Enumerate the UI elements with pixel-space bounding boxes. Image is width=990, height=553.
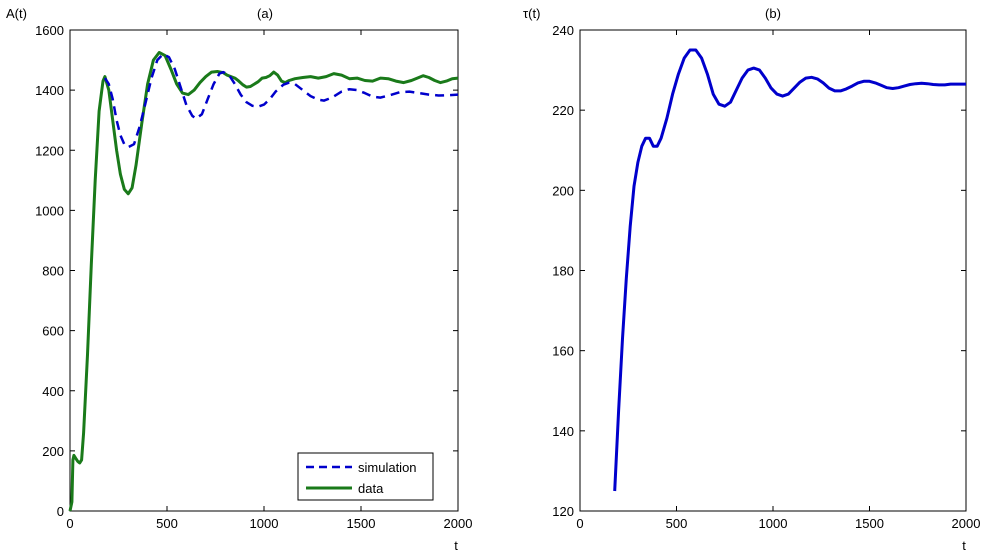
panel-b-x-ticks: 0 500 1000 1500 2000 <box>576 30 980 531</box>
y-tick-label: 0 <box>57 504 64 519</box>
x-tick-label: 2000 <box>952 516 981 531</box>
y-tick-label: 1600 <box>35 23 64 38</box>
panel-b-y-ticks: 120 140 160 180 200 220 240 <box>552 23 966 519</box>
y-tick-label: 160 <box>552 344 574 359</box>
legend-label-simulation: simulation <box>358 460 417 475</box>
y-tick-label: 600 <box>42 324 64 339</box>
panel-b-series <box>613 48 966 492</box>
legend-label-data: data <box>358 481 384 496</box>
y-tick-label: 400 <box>42 384 64 399</box>
panel-a-x-ticks: 0 500 1000 1500 2000 <box>66 30 472 531</box>
y-tick-label: 200 <box>552 183 574 198</box>
panel-a-y-ticks: 0 200 400 600 800 1000 1200 1400 1600 <box>35 23 458 519</box>
x-tick-label: 1000 <box>759 516 788 531</box>
legend-box <box>297 452 434 501</box>
panel-a: (a) A(t) t 0 200 400 600 800 1000 1200 1400 1600… <box>6 6 472 553</box>
panel-a-title: (a) <box>257 6 273 21</box>
y-tick-label: 140 <box>552 424 574 439</box>
y-tick-label: 120 <box>552 504 574 519</box>
panel-a-xlabel: t <box>454 538 458 553</box>
panel-b-ylabel: τ(t) <box>523 6 540 21</box>
panel-a-plot-area <box>69 29 459 512</box>
x-tick-label: 1000 <box>250 516 279 531</box>
y-tick-label: 220 <box>552 103 574 118</box>
panel-b-title: (b) <box>765 6 781 21</box>
x-tick-label: 1500 <box>347 516 376 531</box>
panel-a-ylabel: A(t) <box>6 6 27 21</box>
panel-b: (b) τ(t) t 120 140 160 180 200 220 240 0 500 100… <box>523 6 980 553</box>
y-tick-label: 240 <box>552 23 574 38</box>
x-tick-label: 0 <box>66 516 73 531</box>
panel-a-series <box>68 51 459 512</box>
y-tick-label: 180 <box>552 264 574 279</box>
y-tick-label: 1000 <box>35 203 64 218</box>
x-tick-label: 1500 <box>855 516 884 531</box>
series-line-simulation <box>103 52 459 149</box>
x-tick-label: 0 <box>576 516 583 531</box>
y-tick-label: 200 <box>42 444 64 459</box>
x-tick-label: 500 <box>156 516 178 531</box>
y-tick-label: 1200 <box>35 143 64 158</box>
panel-b-xlabel: t <box>962 538 966 553</box>
y-tick-label: 1400 <box>35 83 64 98</box>
panel-b-plot-area <box>579 29 967 512</box>
y-tick-label: 800 <box>42 264 64 279</box>
panel-a-legend: simulation data <box>297 452 434 501</box>
x-tick-label: 2000 <box>444 516 473 531</box>
x-tick-label: 500 <box>666 516 688 531</box>
series-line-series-0 <box>613 48 966 492</box>
